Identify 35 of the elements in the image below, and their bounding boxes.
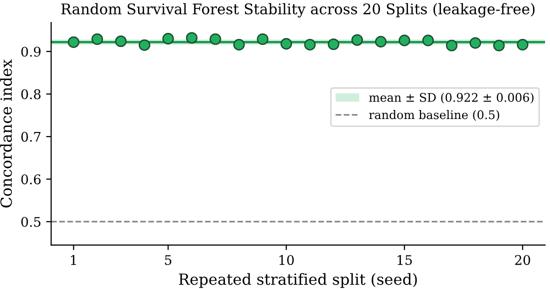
point: [91, 33, 104, 45]
x-tick-label: 1: [71, 255, 76, 265]
y-tick-label: 0.6: [21, 174, 41, 184]
point: [115, 35, 127, 48]
point: [210, 33, 222, 45]
point: [256, 33, 268, 45]
point: [375, 36, 387, 48]
x-tick-label: 15: [398, 255, 412, 266]
point: [470, 37, 482, 49]
point: [186, 32, 198, 44]
point: [351, 34, 363, 46]
y-tick-label: 0.9: [21, 46, 41, 57]
x-tick-label: 20: [515, 255, 530, 266]
point: [304, 38, 316, 50]
y-tick-label: 0.5: [21, 216, 40, 227]
point: [398, 34, 410, 46]
point: [138, 39, 150, 51]
legend-label: random baseline (0.5): [369, 110, 500, 121]
point: [162, 32, 174, 44]
point: [446, 40, 458, 52]
y-tick-label: 0.7: [21, 132, 40, 142]
x-axis-title: Repeated stratified split (seed): [178, 273, 417, 288]
point: [422, 34, 434, 46]
x-tick-label: 5: [165, 255, 172, 266]
chart-title: Random Survival Forest Stability across 20 Splits (leakage-free): [61, 3, 535, 18]
legend-label: mean ± SD (0.922 ± 0.006): [369, 92, 534, 104]
point: [493, 40, 505, 52]
point: [233, 38, 245, 50]
point: [280, 38, 292, 50]
point: [516, 38, 528, 50]
y-axis-title: Concordance index: [0, 59, 12, 208]
x-tick-label: 10: [280, 255, 294, 266]
point: [68, 36, 80, 48]
y-tick-label: 0.8: [21, 89, 41, 100]
point: [328, 38, 340, 50]
